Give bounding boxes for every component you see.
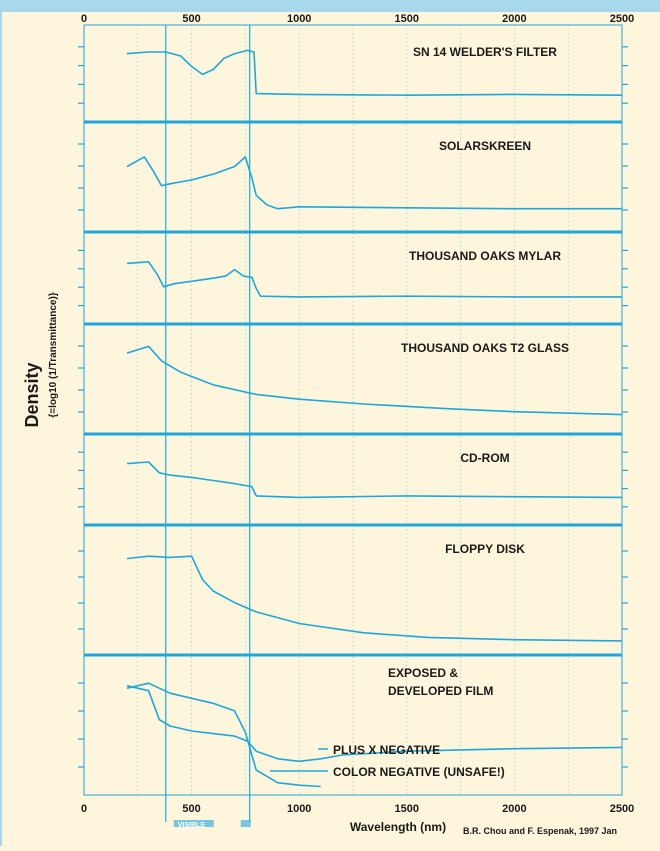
series-label: PLUS X NEGATIVE	[333, 743, 440, 757]
x-tick-label-top: 1000	[287, 13, 311, 25]
left-edge	[0, 0, 2, 846]
series-line	[126, 49, 623, 96]
visible-legend-label: VISIBLE	[178, 822, 206, 829]
panel-label: THOUSAND OAKS MYLAR	[409, 249, 561, 263]
panel-label: FLOPPY DISK	[445, 542, 525, 556]
series-line	[126, 156, 622, 210]
series-line	[126, 345, 623, 416]
x-axis-label: Wavelength (nm)	[350, 820, 446, 834]
plot-layer: 0 0 500 500 1000 1000 1500 1500 2000 2000 2500 2500…	[78, 13, 634, 829]
x-tick-label-top: 1500	[395, 13, 419, 25]
y-axis-label: Density	[22, 362, 42, 427]
x-tick-label-top: 2000	[502, 13, 526, 25]
y-axis-sublabel: {=log10 (1/Transmittance)}	[48, 292, 59, 417]
panel-label: SN 14 WELDER'S FILTER	[413, 45, 557, 59]
x-tick-label-top: 500	[182, 13, 200, 25]
visible-legend-end-swatch	[240, 820, 251, 827]
visible-legend-swatch	[173, 820, 214, 827]
series-line	[126, 555, 623, 642]
series-line	[126, 461, 623, 499]
series-line	[126, 682, 321, 788]
x-tick-label-bottom: 2000	[502, 803, 526, 815]
x-tick-label-bottom: 1500	[395, 803, 419, 815]
panel-label: EXPOSED &	[388, 666, 458, 680]
x-tick-label-top: 2500	[610, 13, 634, 25]
top-bar	[0, 0, 660, 12]
x-tick-label-bottom: 2500	[610, 803, 634, 815]
credit-text: B.R. Chou and F. Espenak, 1997 Jan	[463, 826, 617, 836]
series-line	[126, 261, 622, 298]
panel-label: THOUSAND OAKS T2 GLASS	[401, 341, 569, 355]
panel-label: SOLARSKREEN	[439, 139, 531, 153]
panel-label-line2: DEVELOPED FILM	[388, 684, 493, 698]
series-label: COLOR NEGATIVE (UNSAFE!)	[333, 765, 505, 779]
x-tick-label-top: 0	[81, 13, 87, 25]
series-line	[126, 684, 623, 763]
x-tick-label-bottom: 0	[81, 803, 87, 815]
x-tick-label-bottom: 1000	[287, 803, 311, 815]
x-tick-label-bottom: 500	[182, 803, 200, 815]
panel-label: CD-ROM	[460, 451, 509, 465]
